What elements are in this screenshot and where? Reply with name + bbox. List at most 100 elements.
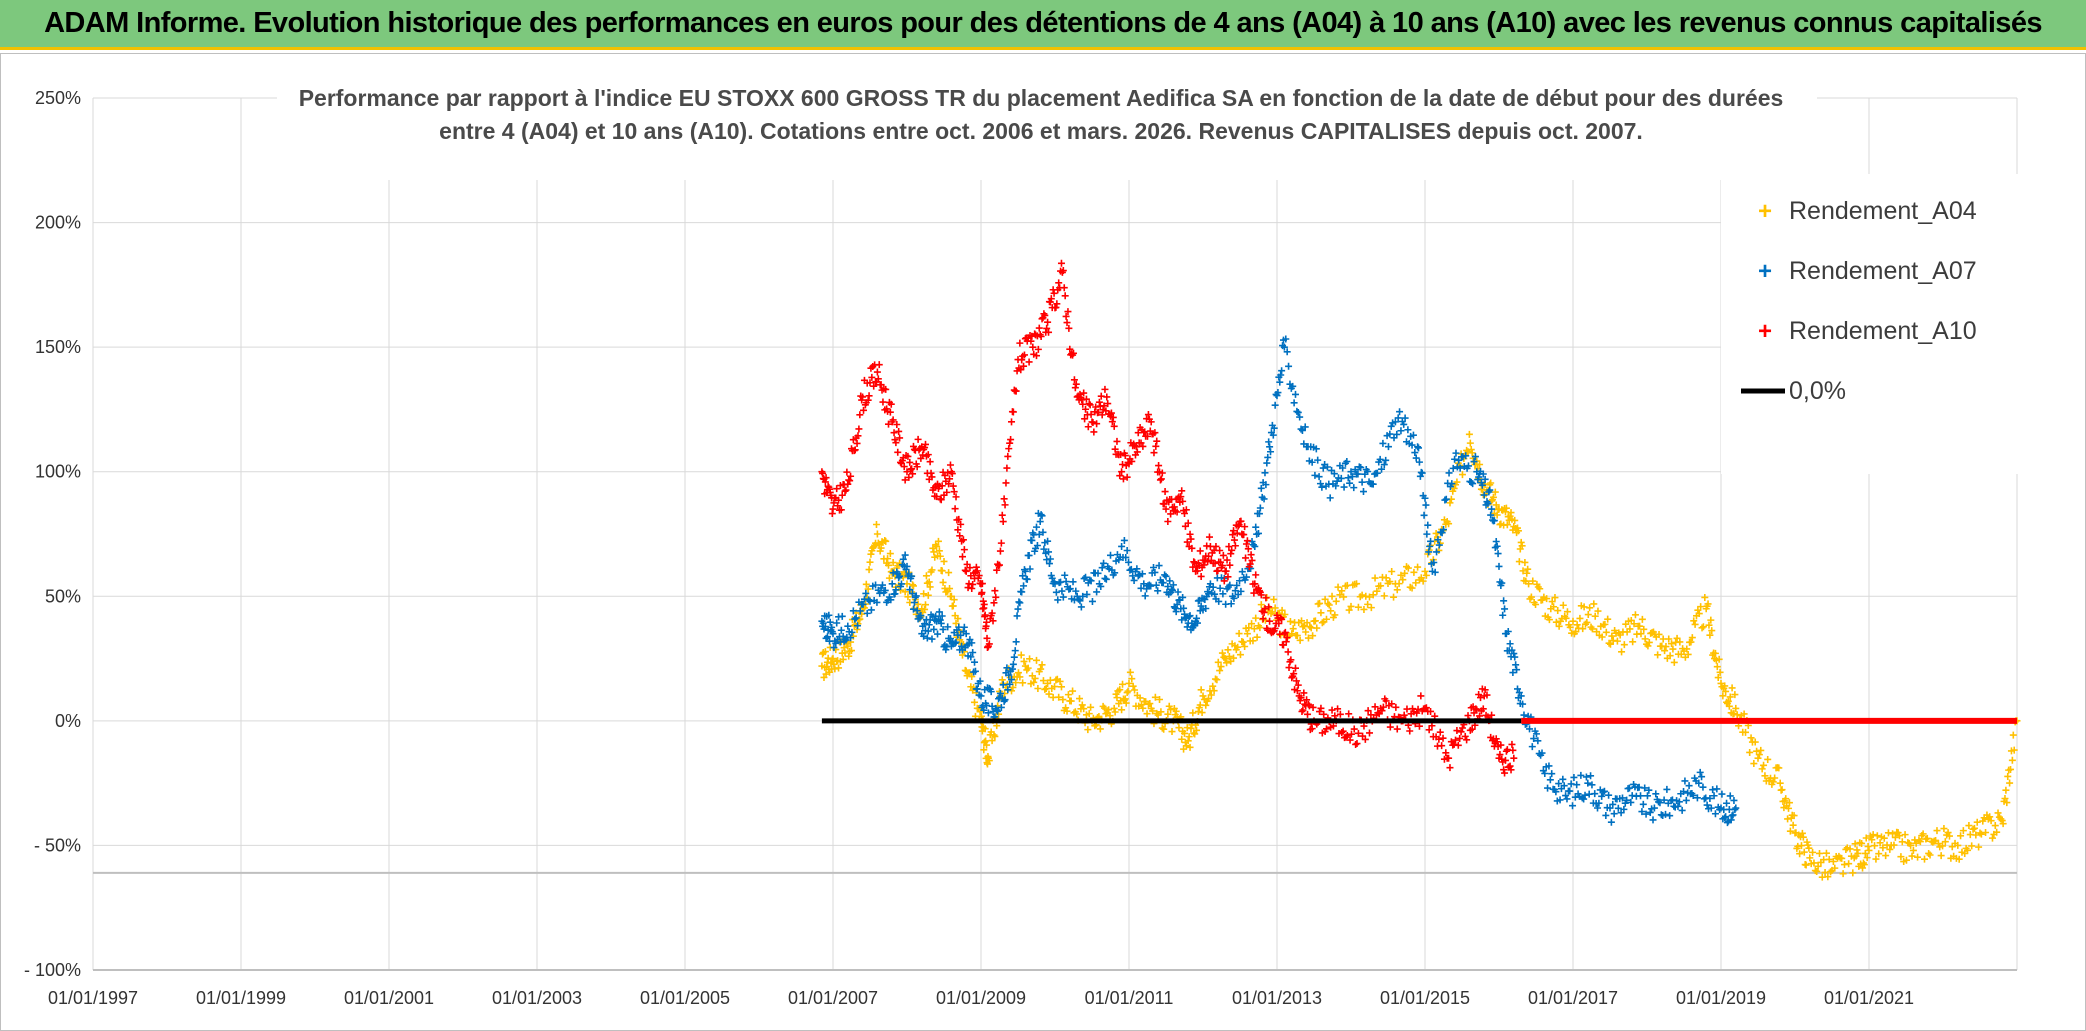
scatter-point-rendement-a07 <box>946 635 954 643</box>
scatter-point-rendement-a07 <box>901 551 909 559</box>
scatter-point-rendement-a07 <box>1584 779 1592 787</box>
scatter-point-rendement-a10 <box>1082 395 1090 403</box>
scatter-point-rendement-a10 <box>1059 267 1067 275</box>
scatter-point-rendement-a07 <box>1699 783 1707 791</box>
scatter-point-rendement-a04 <box>1217 663 1225 671</box>
scatter-point-rendement-a04 <box>1299 623 1307 631</box>
scatter-point-rendement-a04 <box>1669 645 1677 653</box>
scatter-point-rendement-a07 <box>1280 343 1288 351</box>
scatter-point-rendement-a07 <box>1408 441 1416 449</box>
scatter-point-rendement-a04 <box>1421 567 1429 575</box>
scatter-point-rendement-a07 <box>1102 575 1110 583</box>
scatter-point-rendement-a07 <box>971 667 979 675</box>
scatter-point-rendement-a04 <box>1369 591 1377 599</box>
scatter-point-rendement-a07 <box>1645 786 1653 794</box>
scatter-point-rendement-a04 <box>1216 667 1224 675</box>
scatter-point-rendement-a04 <box>1688 634 1696 642</box>
scatter-point-rendement-a04 <box>1725 702 1733 710</box>
scatter-point-rendement-a04 <box>1168 728 1176 736</box>
scatter-point-rendement-a07 <box>968 639 976 647</box>
scatter-point-rendement-a04 <box>1586 604 1594 612</box>
scatter-point-rendement-a07 <box>903 562 911 570</box>
scatter-point-rendement-a10 <box>1100 402 1108 410</box>
scatter-point-rendement-a10 <box>1244 545 1252 553</box>
scatter-point-rendement-a10 <box>1442 749 1450 757</box>
scatter-point-rendement-a07 <box>1510 650 1518 658</box>
scatter-point-rendement-a04 <box>1654 651 1662 659</box>
scatter-point-rendement-a07 <box>1311 471 1319 479</box>
scatter-point-rendement-a10 <box>841 487 849 495</box>
scatter-point-rendement-a04 <box>1039 677 1047 685</box>
scatter-point-rendement-a04 <box>1914 853 1922 861</box>
scatter-point-rendement-a07 <box>1283 348 1291 356</box>
scatter-point-rendement-a07 <box>976 677 984 685</box>
scatter-point-rendement-a07 <box>1016 599 1024 607</box>
scatter-point-rendement-a04 <box>1740 710 1748 718</box>
scatter-point-rendement-a04 <box>1690 617 1698 625</box>
scatter-point-rendement-a10 <box>1133 448 1141 456</box>
scatter-point-rendement-a04 <box>1256 624 1264 632</box>
scatter-point-rendement-a04 <box>1666 652 1674 660</box>
scatter-point-rendement-a04 <box>1037 665 1045 673</box>
scatter-point-rendement-a04 <box>1386 578 1394 586</box>
scatter-point-rendement-a07 <box>1427 537 1435 545</box>
scatter-point-rendement-a04 <box>1031 674 1039 682</box>
scatter-point-rendement-a04 <box>1909 846 1917 854</box>
scatter-point-rendement-a10 <box>944 469 952 477</box>
scatter-point-rendement-a07 <box>1122 553 1130 561</box>
scatter-point-rendement-a04 <box>1853 846 1861 854</box>
scatter-point-rendement-a04 <box>921 605 929 613</box>
legend-label-zero: 0,0% <box>1789 377 1846 405</box>
scatter-point-rendement-a10 <box>1400 711 1408 719</box>
scatter-point-rendement-a04 <box>1813 867 1821 875</box>
scatter-point-rendement-a07 <box>908 572 916 580</box>
scatter-point-rendement-a07 <box>1655 798 1663 806</box>
scatter-point-rendement-a10 <box>1317 704 1325 712</box>
scatter-point-rendement-a10 <box>1085 400 1093 408</box>
scatter-point-rendement-a04 <box>873 530 881 538</box>
legend-label-a10: Rendement_A10 <box>1789 317 1977 345</box>
scatter-point-rendement-a10 <box>1001 501 1009 509</box>
scatter-point-rendement-a04 <box>980 746 988 754</box>
scatter-point-rendement-a04 <box>1067 697 1075 705</box>
legend-entry-zero: 0,0% <box>1741 377 1846 405</box>
scatter-point-rendement-a04 <box>1218 649 1226 657</box>
scatter-point-rendement-a04 <box>1529 577 1537 585</box>
scatter-point-rendement-a10 <box>1070 349 1077 357</box>
scatter-point-rendement-a10 <box>979 597 987 605</box>
scatter-point-rendement-a10 <box>1297 694 1305 702</box>
scatter-point-rendement-a07 <box>1237 587 1245 595</box>
scatter-point-rendement-a07 <box>1727 816 1735 824</box>
scatter-point-rendement-a07 <box>1140 580 1148 588</box>
scatter-point-rendement-a07 <box>1133 565 1141 573</box>
scatter-point-rendement-a07 <box>1242 573 1250 581</box>
scatter-point-rendement-a04 <box>1126 668 1134 676</box>
scatter-point-rendement-a10 <box>1281 628 1289 636</box>
scatter-point-rendement-a04 <box>1805 844 1813 852</box>
scatter-point-rendement-a04 <box>982 737 990 745</box>
y-tick-label: 100% <box>35 462 81 482</box>
scatter-point-rendement-a10 <box>870 382 878 390</box>
scatter-point-rendement-a07 <box>980 706 988 714</box>
scatter-point-rendement-a10 <box>1266 617 1274 625</box>
scatter-point-rendement-a10 <box>999 518 1007 526</box>
scatter-point-rendement-a07 <box>1637 792 1645 800</box>
scatter-point-rendement-a10 <box>1119 460 1127 468</box>
x-tick-label: 01/01/2013 <box>1232 988 1322 1008</box>
scatter-point-rendement-a04 <box>1194 708 1202 716</box>
scatter-point-rendement-a04 <box>1467 446 1475 454</box>
scatter-point-rendement-a10 <box>1374 709 1382 717</box>
scatter-point-rendement-a04 <box>922 601 929 609</box>
scatter-point-rendement-a04 <box>1139 704 1147 712</box>
scatter-point-rendement-a10 <box>1060 284 1068 292</box>
scatter-point-rendement-a07 <box>1088 597 1096 605</box>
scatter-point-rendement-a10 <box>1229 531 1237 539</box>
scatter-point-rendement-a07 <box>1566 787 1574 795</box>
scatter-point-rendement-a10 <box>1246 560 1254 568</box>
scatter-point-rendement-a04 <box>1466 439 1474 447</box>
scatter-point-rendement-a04 <box>1515 558 1523 566</box>
scatter-point-rendement-a10 <box>830 499 838 507</box>
scatter-point-rendement-a10 <box>1151 429 1159 437</box>
scatter-point-rendement-a07 <box>984 709 992 717</box>
scatter-point-rendement-a04 <box>1281 610 1289 618</box>
